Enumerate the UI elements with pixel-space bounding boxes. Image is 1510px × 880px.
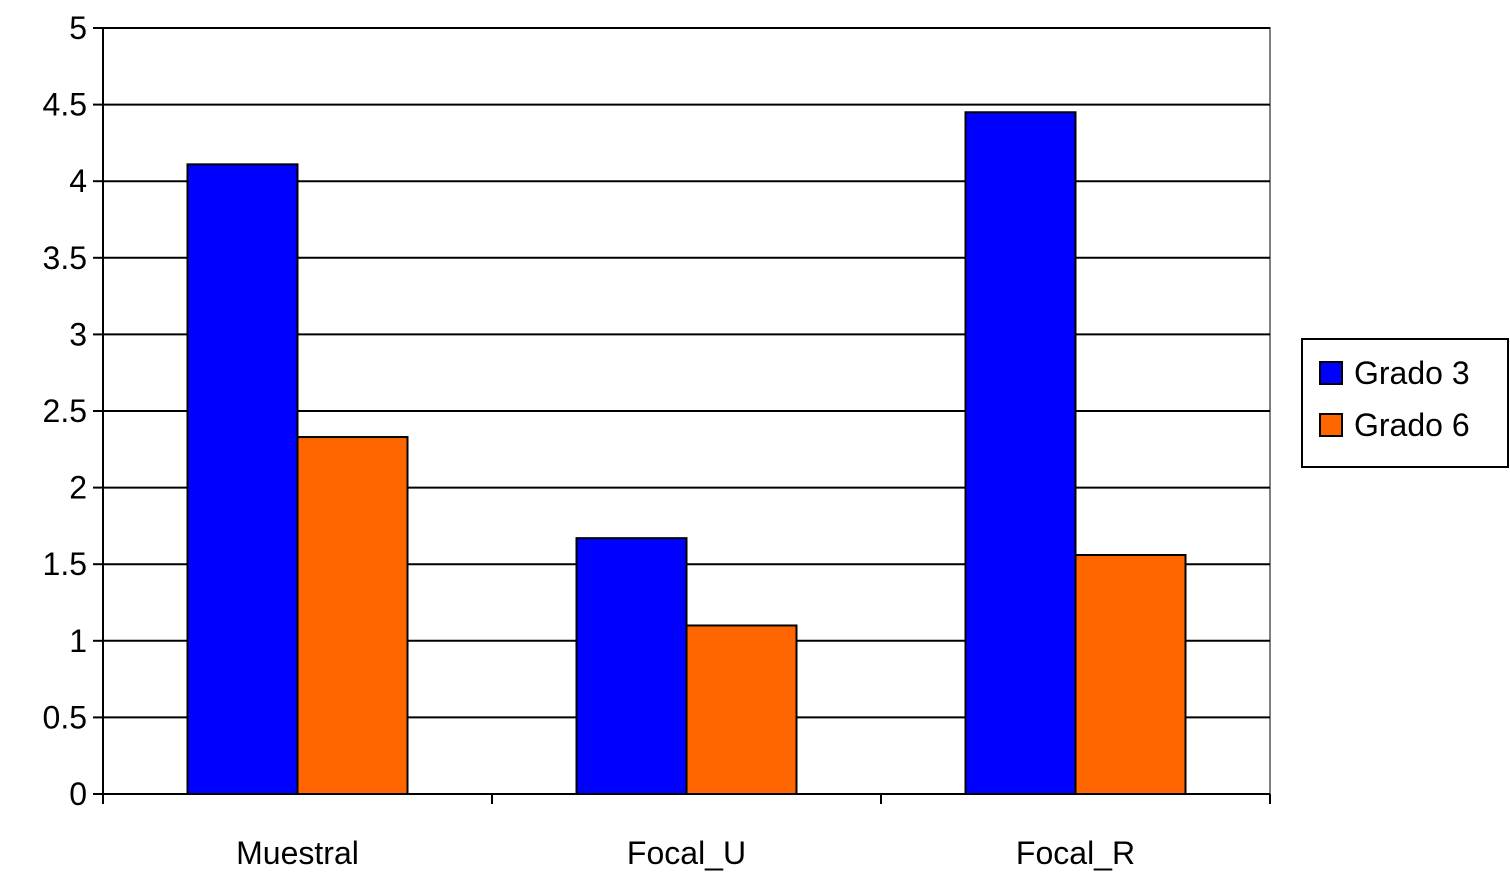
plot-area: 0 0.5 1 1.5 2 2.5 3 3.5 4 4.5 5 Muestral Focal_U Foca… bbox=[43, 10, 1271, 871]
x-tick-label: Muestral bbox=[236, 835, 359, 871]
y-tick-label: 0.5 bbox=[43, 699, 87, 735]
legend-swatch bbox=[1319, 361, 1343, 385]
bar-grado-6-focal_u bbox=[685, 624, 798, 795]
y-tick-label: 4.5 bbox=[43, 87, 87, 123]
y-tick-label: 0 bbox=[69, 776, 87, 812]
y-tick-label: 2.5 bbox=[43, 393, 87, 429]
y-tick-label: 3 bbox=[69, 316, 87, 352]
legend-label: Grado 6 bbox=[1354, 407, 1470, 443]
y-tick-label: 4 bbox=[69, 163, 87, 199]
x-tick-label: Focal_R bbox=[1016, 835, 1135, 871]
x-tick-label: Focal_U bbox=[627, 835, 746, 871]
y-tick-label: 5 bbox=[69, 10, 87, 46]
y-tick-label: 1.5 bbox=[43, 546, 87, 582]
bar-grado-3-muestral bbox=[186, 163, 299, 795]
bar-grado-6-muestral bbox=[296, 436, 409, 795]
legend-swatch bbox=[1319, 413, 1343, 437]
bar-grado-3-focal_r bbox=[964, 111, 1077, 795]
legend-label: Grado 3 bbox=[1354, 355, 1470, 391]
bar-grado-6-focal_r bbox=[1074, 554, 1187, 795]
legend: Grado 3 Grado 6 bbox=[1301, 338, 1509, 468]
y-tick-label: 1 bbox=[69, 623, 87, 659]
legend-box bbox=[1301, 338, 1509, 468]
bar-grado-3-focal_u bbox=[575, 537, 688, 795]
y-tick-label: 3.5 bbox=[43, 240, 87, 276]
y-tick-label: 2 bbox=[69, 470, 87, 506]
